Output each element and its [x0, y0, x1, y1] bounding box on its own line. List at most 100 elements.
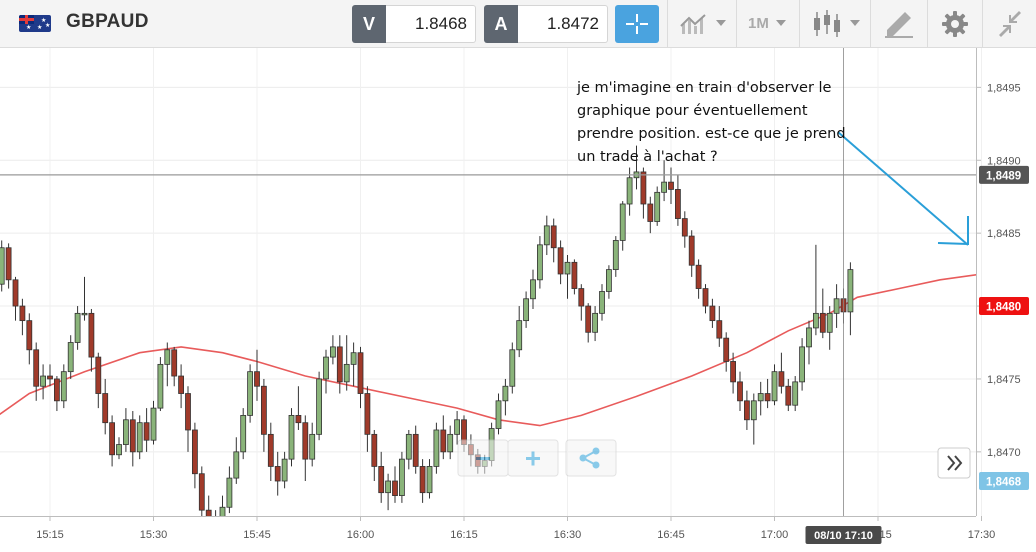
- candle-body: [647, 203, 654, 222]
- candle: [171, 346, 178, 387]
- scroll-right-button[interactable]: [937, 447, 971, 479]
- candle-body: [681, 218, 688, 237]
- candle: [81, 276, 88, 321]
- candle: [178, 364, 185, 409]
- candle-body: [226, 477, 233, 508]
- candle-body: [385, 480, 392, 494]
- symbol-title[interactable]: GBPAUD: [66, 11, 149, 32]
- crosshair-button[interactable]: [615, 5, 659, 43]
- share-button[interactable]: [565, 439, 617, 477]
- collapse-button[interactable]: [983, 0, 1036, 48]
- candle-body: [364, 393, 371, 435]
- candle: [150, 400, 157, 445]
- candle: [681, 211, 688, 248]
- candle-body: [288, 415, 295, 460]
- candle: [675, 174, 681, 226]
- candle-body: [129, 419, 136, 453]
- candle-body: [640, 171, 647, 205]
- candle-body: [626, 177, 633, 205]
- candle: [74, 306, 81, 350]
- buy-button[interactable]: A: [484, 5, 518, 43]
- candle-body: [281, 458, 288, 482]
- candle-body: [523, 298, 529, 322]
- candle: [695, 259, 702, 299]
- candle-body: [254, 371, 260, 387]
- candle-body: [247, 371, 254, 416]
- candle-body: [219, 506, 226, 516]
- candle-body: [178, 375, 185, 394]
- axes: 1,8495 1,8490 1,8485 1,8480 1,8475 1,8470 15:1…: [0, 48, 1029, 544]
- candle: [668, 167, 674, 204]
- candle: [785, 378, 792, 412]
- candle-body: [33, 349, 40, 387]
- candlestick-chart[interactable]: 1,8495 1,8490 1,8485 1,8480 1,8475 1,8470 15:1…: [0, 48, 1036, 552]
- sell-button[interactable]: V: [352, 5, 386, 43]
- candle-body: [847, 269, 854, 313]
- annotation-line: un trade à l'achat ?: [577, 149, 718, 165]
- candle: [571, 259, 578, 295]
- candle: [88, 308, 95, 372]
- zoom-out-button[interactable]: [457, 439, 509, 477]
- candle-body: [267, 433, 274, 467]
- candle-body: [585, 305, 592, 333]
- candle: [826, 306, 833, 350]
- candle: [343, 335, 350, 391]
- candle-body: [102, 393, 109, 424]
- candle: [143, 408, 150, 452]
- candle: [640, 167, 647, 219]
- candle-body: [550, 225, 557, 249]
- candle-body: [716, 320, 723, 339]
- candle-body: [0, 247, 5, 285]
- candle-body: [123, 419, 129, 445]
- candle-body: [274, 466, 281, 482]
- candle: [95, 352, 102, 409]
- candle: [157, 357, 164, 412]
- price-tag: 1,8468: [979, 472, 1029, 491]
- candle: [730, 352, 736, 394]
- candle: [47, 364, 53, 387]
- candle: [833, 284, 840, 328]
- x-tick-label: 16:15: [450, 529, 478, 541]
- candle-body: [764, 393, 771, 402]
- candle: [426, 459, 433, 499]
- candle: [454, 411, 461, 445]
- candle-body: [502, 385, 509, 402]
- zoom-controls[interactable]: [457, 439, 617, 477]
- candle: [819, 288, 826, 339]
- candle-body: [412, 433, 419, 467]
- collapse-icon: [999, 11, 1021, 37]
- candle-style-button[interactable]: [800, 0, 870, 48]
- settings-button[interactable]: [928, 0, 982, 48]
- candle-body: [213, 525, 218, 532]
- candle-body: [185, 393, 191, 431]
- candle-body: [116, 444, 122, 456]
- candle-body: [357, 352, 364, 394]
- y-tick-label: 1,8470: [987, 447, 1021, 459]
- candle: [612, 236, 619, 277]
- candle-body: [661, 181, 667, 193]
- candle-body: [5, 247, 12, 281]
- price-tag-bg: [979, 165, 1029, 184]
- candle: [847, 262, 854, 336]
- candle: [109, 415, 115, 467]
- candle-body: [405, 433, 412, 460]
- arrow-head: [937, 242, 969, 245]
- candle-body: [750, 400, 757, 421]
- draw-tools-button[interactable]: [871, 0, 927, 48]
- candle-body: [516, 320, 523, 351]
- candle: [440, 415, 447, 460]
- chart-type-button[interactable]: [668, 0, 736, 48]
- x-tick-label: 15:30: [140, 529, 168, 541]
- candle-body: [730, 361, 736, 383]
- buy-price[interactable]: 1.8472: [518, 5, 608, 43]
- candle-body: [537, 244, 543, 281]
- timeframe-button[interactable]: 1M: [737, 0, 799, 48]
- candle: [405, 429, 412, 470]
- zoom-in-button[interactable]: [507, 439, 559, 477]
- candle-body: [143, 422, 150, 441]
- candle: [316, 371, 323, 441]
- overlay: [0, 48, 976, 516]
- sell-price[interactable]: 1.8468: [386, 5, 476, 43]
- candle: [136, 415, 143, 460]
- candle: [12, 276, 19, 321]
